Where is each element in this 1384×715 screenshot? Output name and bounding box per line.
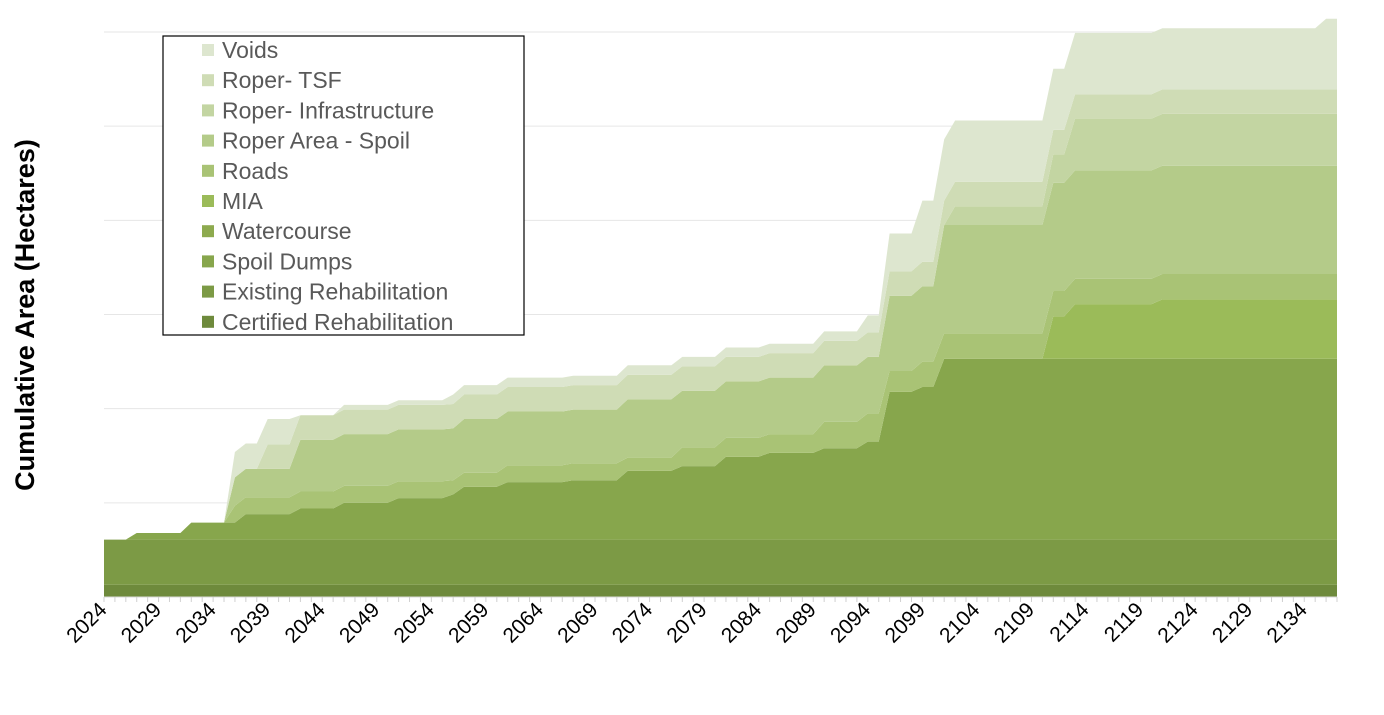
- y-axis-label: Cumulative Area (Hectares): [10, 139, 40, 491]
- x-tick-label: 2064: [499, 598, 549, 648]
- x-tick-label: 2109: [990, 598, 1039, 647]
- legend: Voids Roper- TSF Roper- Infrastructure Rope…: [162, 35, 525, 336]
- legend-swatch: [202, 44, 214, 56]
- x-tick-label: 2104: [935, 598, 985, 648]
- x-tick-label: 2084: [717, 598, 767, 648]
- legend-box: [162, 35, 525, 336]
- x-tick-label: 2134: [1263, 598, 1313, 648]
- legend-label: Roper- Infrastructure: [222, 97, 434, 123]
- legend-label: Certified Rehabilitation: [222, 309, 453, 335]
- x-tick-label: 2044: [280, 598, 330, 648]
- legend-swatch: [202, 195, 214, 207]
- x-tick-label: 2094: [826, 598, 876, 648]
- legend-swatch: [202, 285, 214, 298]
- x-tick-label: 2069: [553, 598, 602, 647]
- x-tick-label: 2114: [1045, 598, 1093, 646]
- legend-label: Roads: [222, 158, 288, 184]
- legend-swatch: [202, 134, 214, 147]
- x-tick-label: 2049: [335, 598, 384, 647]
- x-tick-label: 2054: [390, 598, 440, 648]
- area-spoil-dumps: [104, 358, 1337, 540]
- legend-swatch: [202, 164, 214, 177]
- legend-swatch: [202, 104, 214, 117]
- legend-label: Watercourse: [222, 218, 352, 244]
- area-certified-rehabilitation: [104, 584, 1337, 597]
- x-axis: 2024 2029 2034 2039 2044 2049 2054 2059 2064 2069…: [62, 596, 1338, 648]
- x-tick-label: 2039: [226, 598, 275, 647]
- x-tick-label: 2079: [662, 598, 711, 647]
- x-tick-label: 2059: [444, 598, 493, 647]
- x-tick-label: 2029: [117, 598, 166, 647]
- legend-label: Existing Rehabilitation: [222, 279, 448, 305]
- area-existing-rehabilitation: [104, 539, 1337, 585]
- legend-label: Roper- TSF: [222, 67, 342, 93]
- x-tick-label: 2129: [1208, 598, 1257, 647]
- area-series-group: [104, 18, 1337, 597]
- area-voids: [104, 18, 1337, 540]
- x-tick-label: 2099: [881, 598, 930, 647]
- x-tick-label: 2124: [1153, 598, 1203, 648]
- x-tick-label: 2034: [171, 598, 221, 648]
- x-tick-label: 2089: [771, 598, 820, 647]
- legend-label: Roper Area - Spoil: [222, 128, 410, 154]
- x-tick-label: 2119: [1100, 598, 1148, 646]
- legend-swatch: [202, 315, 214, 328]
- legend-swatch: [202, 225, 214, 238]
- legend-label: MIA: [222, 188, 264, 214]
- x-tick-label: 2024: [62, 598, 112, 648]
- legend-label: Voids: [222, 37, 278, 63]
- area-roper-area-spoil: [104, 165, 1337, 540]
- legend-label: Spoil Dumps: [222, 248, 352, 274]
- area-roper-infrastructure: [104, 113, 1337, 540]
- legend-swatch: [202, 74, 214, 87]
- area-mia: [104, 299, 1337, 540]
- x-tick-label: 2074: [608, 598, 658, 648]
- area-roads: [104, 274, 1337, 540]
- area-roper-tsf: [104, 89, 1337, 540]
- legend-swatch: [202, 255, 214, 268]
